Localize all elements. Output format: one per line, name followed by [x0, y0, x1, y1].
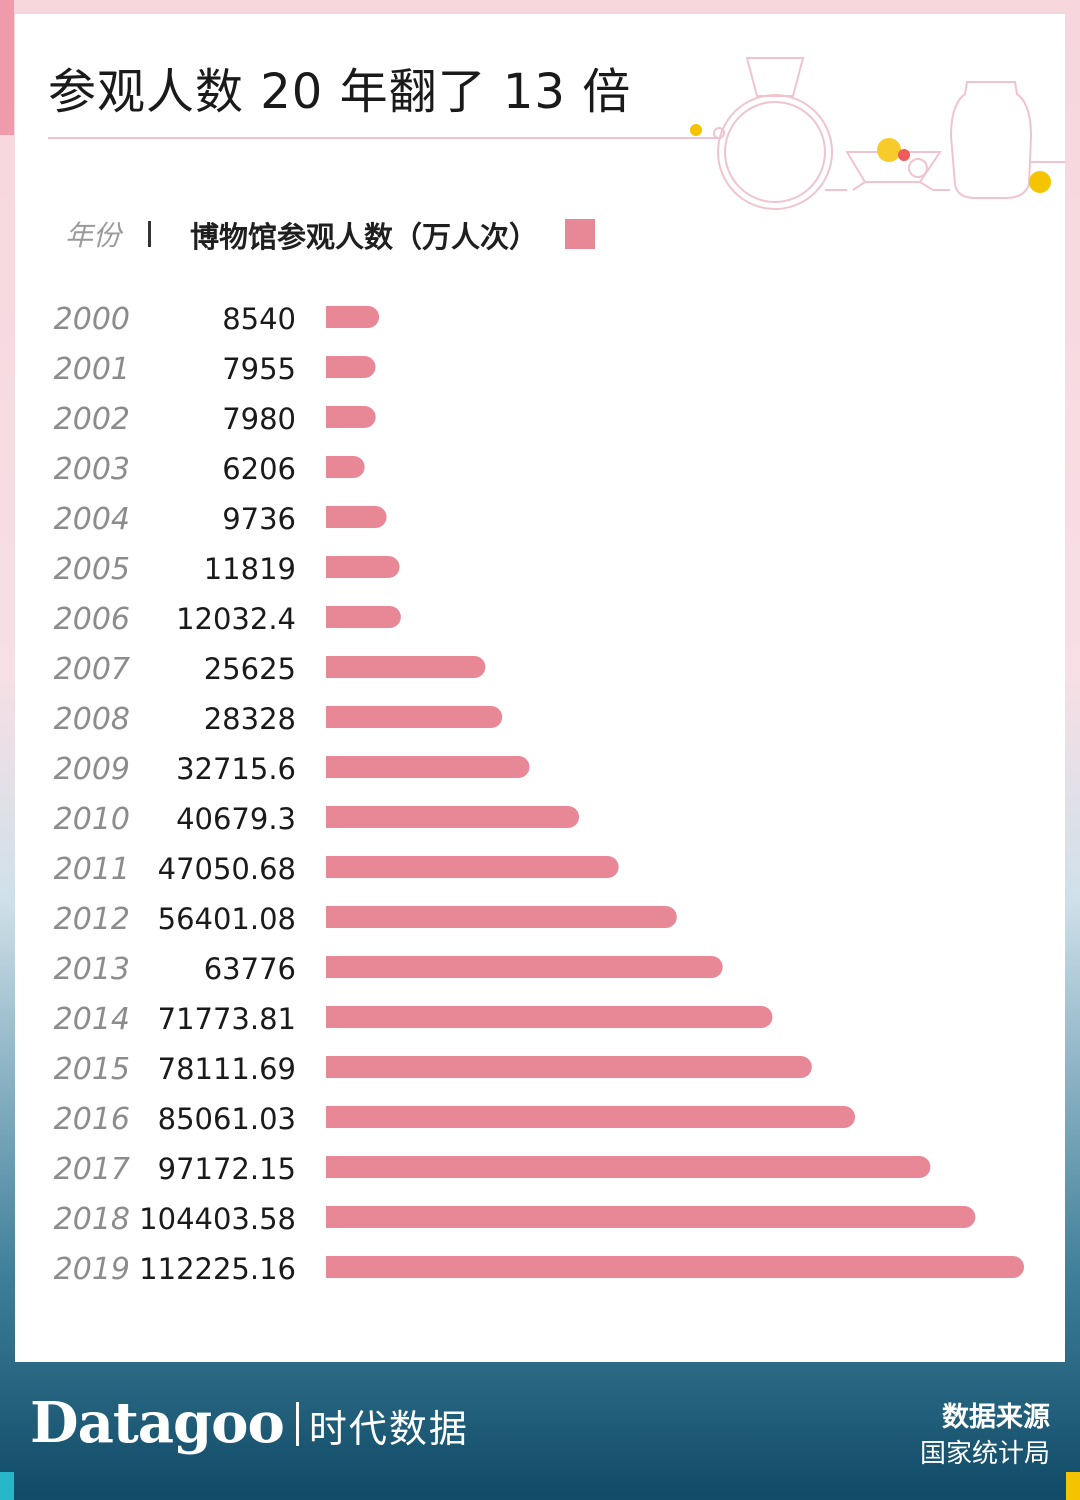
bar-2008 — [326, 706, 503, 728]
value-label-2003: 6206 — [222, 452, 296, 486]
bar-2015 — [326, 1056, 812, 1078]
value-label-2016: 85061.03 — [158, 1102, 296, 1136]
year-label-2011: 2011 — [54, 852, 130, 887]
bar-2005 — [326, 556, 400, 578]
datagoo-logo: Datagoo 时代数据 — [30, 1390, 469, 1456]
bar-2002 — [326, 406, 376, 428]
year-label-2018: 2018 — [54, 1202, 130, 1237]
brand-separator — [295, 1402, 299, 1446]
bar-2004 — [326, 506, 387, 529]
value-label-2011: 47050.68 — [158, 852, 296, 886]
title-underline — [48, 137, 718, 139]
bar-2017 — [326, 1156, 931, 1178]
bar-2007 — [326, 656, 486, 678]
value-label-2002: 7980 — [222, 402, 296, 436]
value-label-2018: 104403.58 — [139, 1202, 296, 1236]
value-label-2015: 78111.69 — [158, 1052, 296, 1086]
year-label-2004: 2004 — [54, 502, 130, 537]
year-label-2000: 2000 — [54, 302, 130, 337]
value-label-2006: 12032.4 — [176, 602, 296, 636]
year-label-2002: 2002 — [54, 402, 130, 437]
value-label-2012: 56401.08 — [158, 902, 296, 936]
year-label-2007: 2007 — [54, 652, 130, 687]
bar-2013 — [326, 956, 723, 978]
bar-2006 — [326, 606, 401, 628]
value-label-2000: 8540 — [222, 302, 296, 336]
year-label-2012: 2012 — [54, 902, 130, 937]
bar-2000 — [326, 306, 380, 328]
header-separator — [148, 221, 151, 247]
bar-2019 — [326, 1256, 1024, 1278]
bottom-left-accent — [0, 1472, 14, 1500]
bar-2003 — [326, 456, 365, 478]
vase-illustration-icon — [675, 57, 1065, 210]
year-label-2001: 2001 — [54, 352, 130, 387]
left-accent-bar — [0, 0, 14, 135]
source-value: 国家统计局 — [919, 1439, 1050, 1469]
year-label-2006: 2006 — [54, 602, 130, 637]
year-label-2017: 2017 — [54, 1152, 130, 1187]
chart-card: 参观人数 20 年翻了 13 倍 年份 博物馆参观人数（万人次） 2000 854… — [15, 14, 1065, 1362]
value-label-2013: 63776 — [204, 952, 296, 986]
brand-name: Datagoo — [30, 1390, 285, 1456]
bar-2014 — [326, 1006, 773, 1028]
value-label-2008: 28328 — [204, 702, 296, 736]
year-label-2015: 2015 — [54, 1052, 130, 1087]
year-label-2003: 2003 — [54, 452, 130, 487]
year-label-2013: 2013 — [54, 952, 130, 987]
value-label-2007: 25625 — [204, 652, 296, 686]
year-column-header: 年份 — [65, 219, 122, 252]
value-label-2001: 7955 — [222, 352, 296, 386]
value-label-2019: 112225.16 — [139, 1252, 296, 1286]
bar-2009 — [326, 756, 530, 778]
bar-2011 — [326, 856, 619, 878]
year-label-2008: 2008 — [54, 702, 130, 737]
bar-2001 — [326, 356, 376, 378]
bar-2016 — [326, 1106, 856, 1128]
value-label-2004: 9736 — [222, 502, 296, 536]
year-label-2005: 2005 — [54, 552, 130, 587]
year-label-2014: 2014 — [54, 1002, 130, 1037]
year-label-2019: 2019 — [54, 1252, 130, 1287]
bar-chart: 2000 8540 2001 7955 2002 7980 2003 6206 2004 9736… — [54, 302, 1024, 1287]
metric-column-header: 博物馆参观人数（万人次） — [190, 220, 539, 254]
bar-2018 — [326, 1206, 976, 1228]
value-label-2009: 32715.6 — [176, 752, 296, 786]
legend-swatch — [565, 219, 595, 249]
value-label-2005: 11819 — [204, 552, 296, 586]
year-label-2016: 2016 — [54, 1102, 130, 1137]
chart-title: 参观人数 20 年翻了 13 倍 — [48, 64, 632, 120]
value-label-2014: 71773.81 — [158, 1002, 296, 1036]
bar-2012 — [326, 906, 677, 928]
year-label-2010: 2010 — [54, 802, 130, 837]
value-label-2010: 40679.3 — [176, 802, 296, 836]
bar-2010 — [326, 806, 580, 828]
brand-name-cn: 时代数据 — [308, 1407, 469, 1451]
bottom-right-accent — [1066, 1472, 1080, 1500]
year-label-2009: 2009 — [54, 752, 130, 787]
value-label-2017: 97172.15 — [158, 1152, 296, 1186]
source-title: 数据来源 — [942, 1402, 1050, 1433]
